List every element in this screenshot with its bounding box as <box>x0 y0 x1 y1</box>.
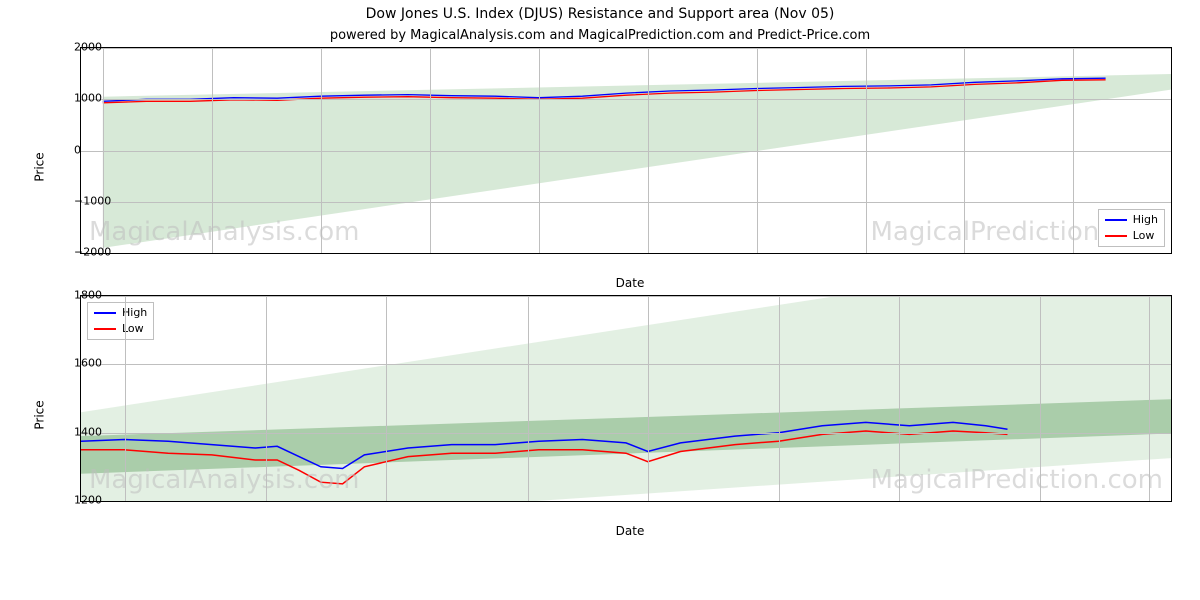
legend-swatch <box>1105 219 1127 221</box>
grid-line <box>430 48 431 253</box>
chart-1-plot-area: MagicalAnalysis.com MagicalPrediction.co… <box>80 47 1172 254</box>
chart-title: Dow Jones U.S. Index (DJUS) Resistance a… <box>0 0 1200 22</box>
grid-line <box>1040 296 1041 501</box>
chart-1: MagicalAnalysis.com MagicalPrediction.co… <box>80 47 1180 287</box>
chart-2-svg <box>81 296 1171 501</box>
chart-2-x-axis-title: Date <box>80 524 1180 538</box>
grid-line <box>648 48 649 253</box>
legend-item: Low <box>1105 228 1158 244</box>
grid-line <box>81 48 1171 49</box>
page: Dow Jones U.S. Index (DJUS) Resistance a… <box>0 0 1200 600</box>
grid-line <box>81 296 1171 297</box>
grid-line <box>779 296 780 501</box>
legend-item: Low <box>94 321 147 337</box>
grid-line <box>964 48 965 253</box>
legend-swatch <box>94 328 116 330</box>
chart-1-legend: HighLow <box>1098 209 1165 247</box>
grid-line <box>866 48 867 253</box>
legend-item: High <box>1105 212 1158 228</box>
grid-line <box>212 48 213 253</box>
grid-line <box>539 48 540 253</box>
grid-line <box>386 296 387 501</box>
grid-line <box>81 433 1171 434</box>
chart-1-x-axis-title: Date <box>80 276 1180 290</box>
grid-line <box>1171 48 1172 253</box>
legend-label: High <box>1133 212 1158 228</box>
chart-2-y-axis-title: Price <box>33 400 47 429</box>
support-area-outer <box>81 295 1172 502</box>
grid-line <box>648 296 649 501</box>
grid-line <box>899 296 900 501</box>
chart-2: MagicalAnalysis.com MagicalPrediction.co… <box>80 295 1180 535</box>
grid-line <box>81 501 1171 502</box>
chart-2-legend: HighLow <box>87 302 154 340</box>
grid-line <box>1073 48 1074 253</box>
grid-line <box>81 99 1171 100</box>
grid-line <box>81 202 1171 203</box>
grid-line <box>103 48 104 253</box>
legend-label: Low <box>1133 228 1155 244</box>
grid-line <box>125 296 126 501</box>
grid-line <box>266 296 267 501</box>
legend-swatch <box>1105 235 1127 237</box>
grid-line <box>321 48 322 253</box>
grid-line <box>81 364 1171 365</box>
grid-line <box>528 296 529 501</box>
legend-label: High <box>122 305 147 321</box>
chart-1-y-axis-title: Price <box>33 152 47 181</box>
grid-line <box>757 48 758 253</box>
legend-swatch <box>94 312 116 314</box>
legend-item: High <box>94 305 147 321</box>
grid-line <box>81 151 1171 152</box>
grid-line <box>81 253 1171 254</box>
chart-subtitle: powered by MagicalAnalysis.com and Magic… <box>0 22 1200 47</box>
grid-line <box>1149 296 1150 501</box>
chart-2-plot-area: MagicalAnalysis.com MagicalPrediction.co… <box>80 295 1172 502</box>
